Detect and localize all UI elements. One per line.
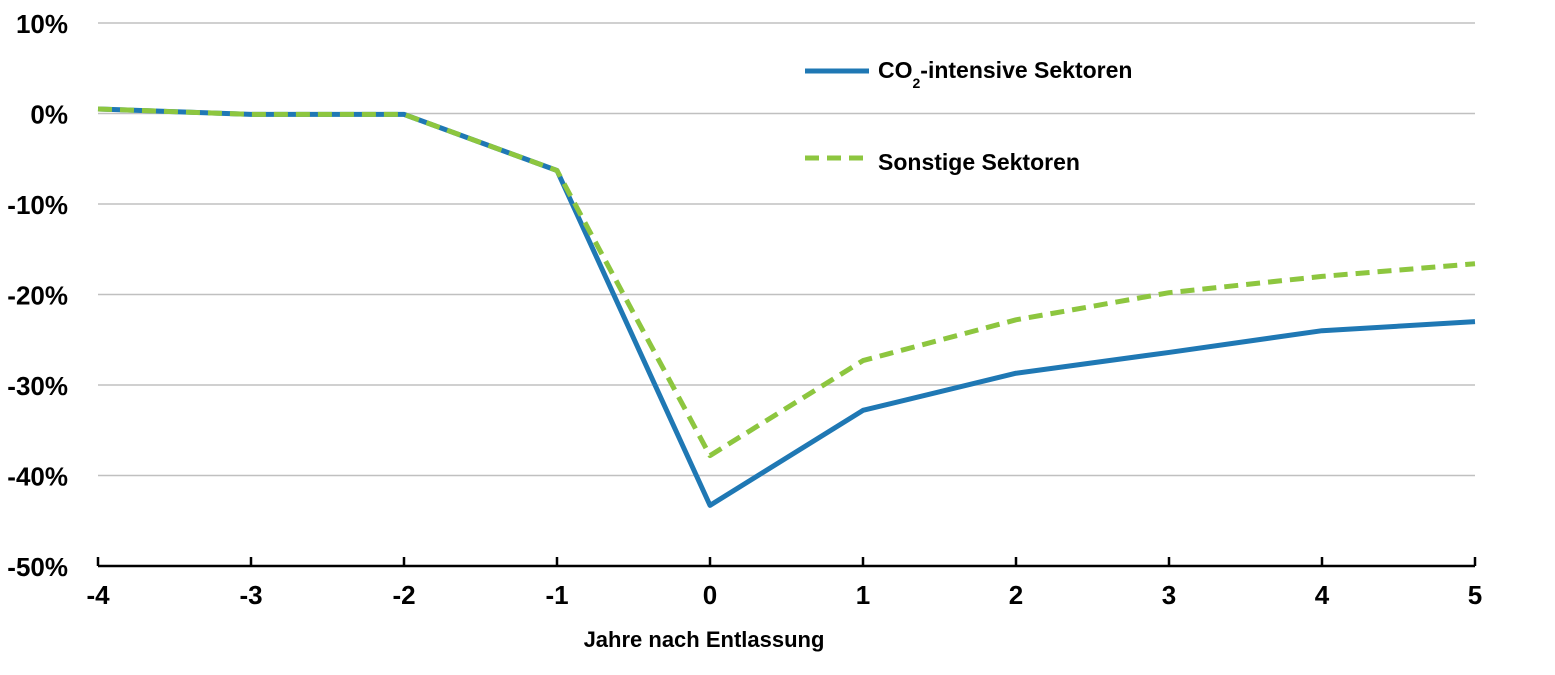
series-line-co2-intensive bbox=[97, 106, 1476, 508]
x-tick-label: -2 bbox=[392, 580, 415, 610]
x-tick-label: 5 bbox=[1468, 580, 1482, 610]
legend-item-sonstige: Sonstige Sektoren bbox=[805, 149, 1080, 175]
x-axis bbox=[96, 557, 1477, 568]
x-tick-label: 3 bbox=[1162, 580, 1176, 610]
series-lines bbox=[97, 106, 1476, 508]
y-tick-label: 0% bbox=[30, 100, 68, 130]
legend-label-co2: CO2-intensive Sektoren bbox=[878, 57, 1132, 91]
legend-label-co2-subscript: 2 bbox=[913, 75, 921, 91]
x-axis-title: Jahre nach Entlassung bbox=[584, 627, 825, 652]
x-tick-label: -3 bbox=[239, 580, 262, 610]
y-tick-label: -40% bbox=[7, 462, 68, 492]
y-tick-label: -50% bbox=[7, 552, 68, 582]
x-tick-label: 4 bbox=[1315, 580, 1330, 610]
x-tick-label: -1 bbox=[545, 580, 568, 610]
x-tick-label: 0 bbox=[703, 580, 717, 610]
x-tick-label: 1 bbox=[856, 580, 870, 610]
y-tick-label: -30% bbox=[7, 371, 68, 401]
legend-label-co2-main: CO bbox=[878, 57, 913, 83]
y-axis-tick-labels: 10% 0% -10% -20% -30% -40% -50% bbox=[7, 9, 68, 582]
legend: CO2-intensive Sektoren Sonstige Sektoren bbox=[805, 57, 1132, 175]
y-tick-label: -10% bbox=[7, 190, 68, 220]
y-tick-label: 10% bbox=[16, 9, 68, 39]
series-line-sonstige bbox=[97, 106, 1476, 459]
legend-label-co2-rest: -intensive Sektoren bbox=[920, 57, 1132, 83]
x-axis-tick-labels: -4 -3 -2 -1 0 1 2 3 4 5 bbox=[86, 580, 1482, 610]
legend-label-sonstige: Sonstige Sektoren bbox=[878, 149, 1080, 175]
x-tick-label: 2 bbox=[1009, 580, 1023, 610]
legend-item-co2: CO2-intensive Sektoren bbox=[805, 57, 1132, 91]
y-tick-label: -20% bbox=[7, 281, 68, 311]
x-tick-label: -4 bbox=[86, 580, 110, 610]
